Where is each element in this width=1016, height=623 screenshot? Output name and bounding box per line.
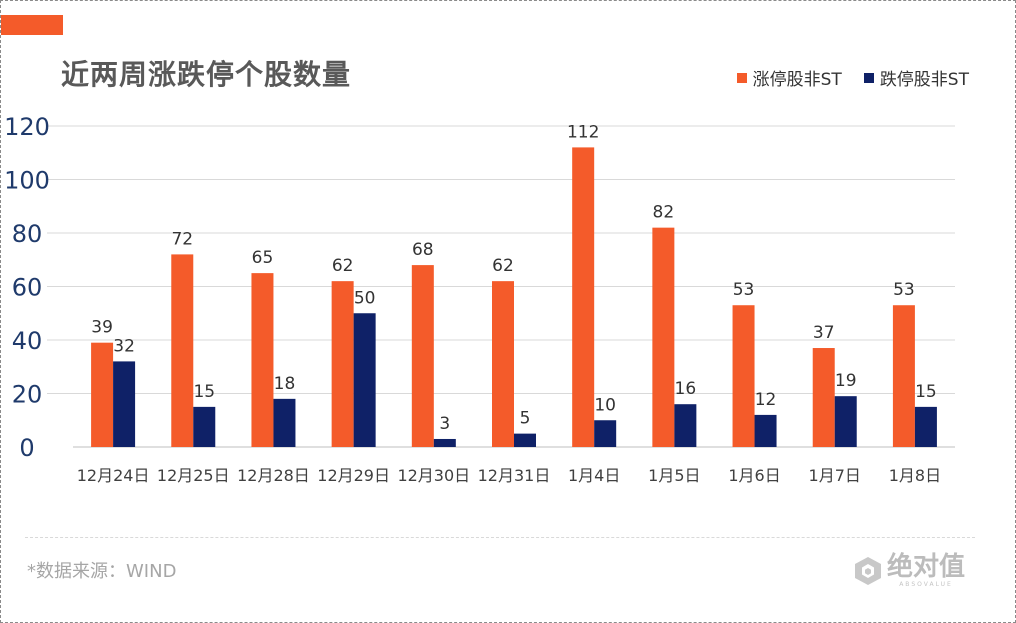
data-label: 62 xyxy=(492,256,514,276)
data-label: 82 xyxy=(653,203,675,223)
x-tick-label: 12月28日 xyxy=(237,466,310,485)
bar-series-1 xyxy=(251,273,274,447)
data-label: 37 xyxy=(813,323,835,343)
data-label: 18 xyxy=(274,374,296,394)
x-tick-label: 12月29日 xyxy=(317,466,390,485)
data-label: 68 xyxy=(412,240,434,260)
y-tick-label: 0 xyxy=(19,434,34,462)
x-tick-label: 12月25日 xyxy=(157,466,230,485)
bar-series-1 xyxy=(892,305,915,447)
accent-bar xyxy=(1,15,63,35)
bar-series-2 xyxy=(193,406,216,447)
data-label: 12 xyxy=(755,390,777,410)
bar-series-1 xyxy=(492,281,514,447)
x-tick-label: 12月30日 xyxy=(397,466,470,485)
data-label: 15 xyxy=(915,382,937,402)
chart-title: 近两周涨跌停个股数量 xyxy=(61,58,352,91)
hexagon-logo-icon xyxy=(855,557,881,585)
bar-series-2 xyxy=(273,398,296,447)
legend-item-series-1: 涨停股非ST xyxy=(736,65,842,90)
legend: 涨停股非ST 跌停股非ST xyxy=(715,65,969,90)
bar-series-2 xyxy=(514,433,536,447)
data-label: 3 xyxy=(439,414,450,434)
legend-label-series-1: 涨停股非ST xyxy=(752,70,842,90)
data-label: 62 xyxy=(332,256,354,276)
data-label: 65 xyxy=(252,248,274,268)
bar-series-2 xyxy=(353,313,376,447)
data-label: 53 xyxy=(733,280,755,300)
bar-series-1 xyxy=(732,305,755,447)
data-label: 50 xyxy=(354,288,376,308)
bar-series-2 xyxy=(594,420,617,447)
legend-item-series-2: 跌停股非ST xyxy=(863,65,969,90)
y-tick-label: 120 xyxy=(4,113,50,141)
brand-subtitle: ABSOVALUE xyxy=(899,581,953,588)
bar-series-2 xyxy=(113,361,136,447)
data-label: 10 xyxy=(594,395,616,415)
x-tick-label: 1月8日 xyxy=(889,466,941,485)
y-tick-label: 20 xyxy=(12,381,43,409)
x-tick-label: 1月6日 xyxy=(728,466,780,485)
legend-swatch-series-1 xyxy=(736,72,747,83)
data-label: 32 xyxy=(113,336,135,356)
bar-series-1 xyxy=(572,147,595,447)
x-tick-label: 1月5日 xyxy=(648,466,700,485)
x-tick-label: 1月4日 xyxy=(568,466,620,485)
bar-series-2 xyxy=(914,406,937,447)
y-tick-label: 40 xyxy=(12,327,43,355)
x-tick-label: 1月7日 xyxy=(809,466,861,485)
bar-series-2 xyxy=(433,438,456,447)
bar-series-1 xyxy=(171,254,194,447)
bar-series-2 xyxy=(834,396,857,447)
data-label: 15 xyxy=(193,382,215,402)
bar-series-1 xyxy=(331,281,354,447)
data-label: 5 xyxy=(520,409,531,429)
bar-series-2 xyxy=(674,404,697,447)
data-label: 16 xyxy=(675,379,697,399)
data-label: 53 xyxy=(893,280,915,300)
data-label: 19 xyxy=(835,371,857,391)
brand-name: 绝对值 xyxy=(887,552,966,582)
footer-divider xyxy=(25,537,975,538)
y-tick-label: 60 xyxy=(12,274,43,302)
data-label: 112 xyxy=(567,122,599,142)
bar-series-1 xyxy=(411,265,434,447)
y-tick-label: 80 xyxy=(12,220,43,248)
legend-label-series-2: 跌停股非ST xyxy=(879,70,969,90)
bar-series-1 xyxy=(91,342,114,447)
bar-series-1 xyxy=(812,348,835,447)
data-label: 72 xyxy=(171,229,193,249)
data-source-note: *数据来源：WIND xyxy=(27,561,177,582)
x-tick-label: 12月31日 xyxy=(478,466,551,485)
bar-series-1 xyxy=(652,227,675,447)
legend-swatch-series-2 xyxy=(863,72,874,83)
bar-series-2 xyxy=(754,414,777,447)
y-tick-label: 100 xyxy=(4,167,50,195)
data-label: 39 xyxy=(91,318,113,338)
brand-logo: 绝对值 ABSOVALUE xyxy=(853,553,965,589)
x-tick-label: 12月24日 xyxy=(77,466,150,485)
